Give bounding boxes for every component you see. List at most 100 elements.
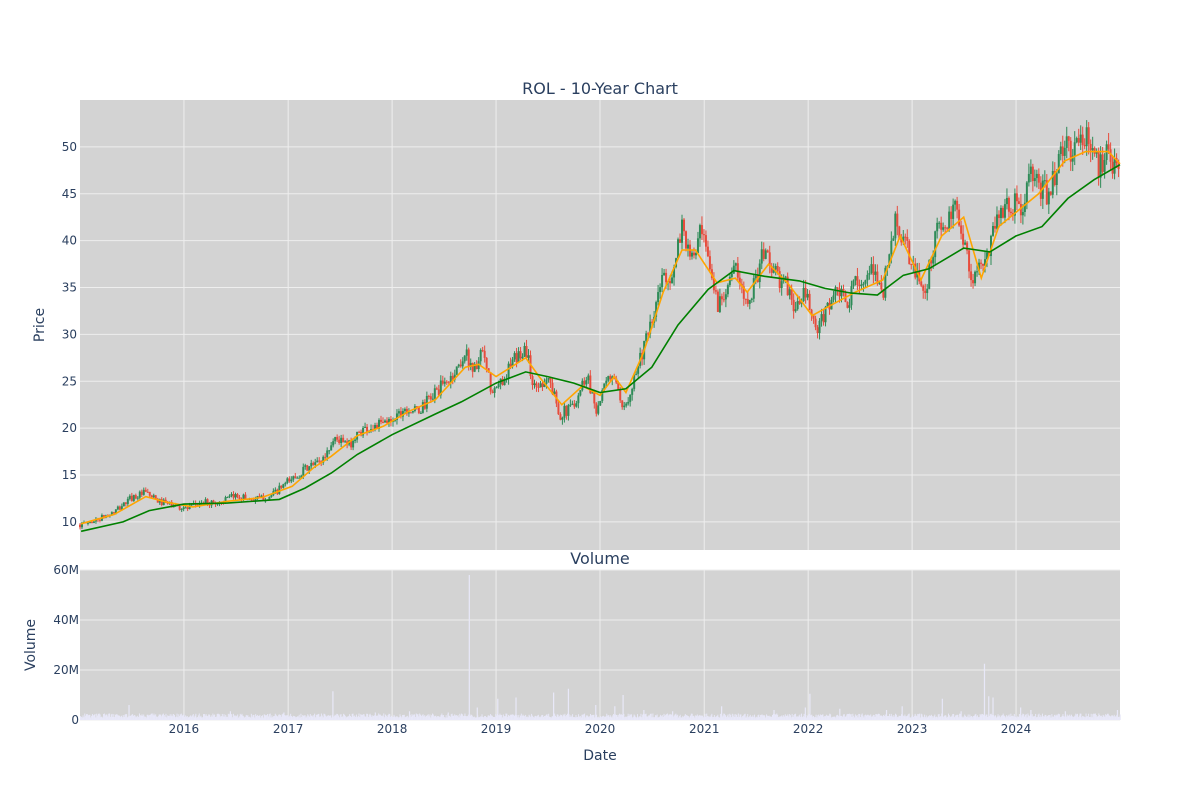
- candle-body: [744, 298, 747, 300]
- volume-bar: [735, 714, 737, 720]
- volume-bar: [1008, 714, 1010, 720]
- volume-bar: [195, 713, 197, 720]
- volume-bar: [822, 714, 824, 720]
- volume-bar: [923, 717, 925, 720]
- candle-body: [774, 266, 777, 270]
- candle-body: [649, 321, 652, 335]
- candle-body: [714, 290, 717, 292]
- volume-bar: [126, 714, 128, 720]
- volume-bar: [319, 716, 321, 720]
- volume-bar: [566, 714, 568, 720]
- volume-bar: [876, 714, 878, 720]
- volume-bar: [1000, 715, 1002, 720]
- volume-bar: [887, 716, 889, 720]
- candle-body: [822, 314, 825, 323]
- candle-body: [226, 497, 229, 499]
- volume-bar: [1041, 716, 1043, 720]
- volume-bar: [205, 714, 207, 720]
- volume-bar: [261, 715, 263, 720]
- volume-bar: [717, 714, 719, 720]
- volume-bar: [300, 713, 302, 720]
- volume-bar: [311, 715, 313, 720]
- candle-body: [376, 425, 379, 429]
- volume-bar: [393, 714, 395, 720]
- volume-bar: [490, 715, 492, 720]
- volume-bar: [256, 714, 258, 720]
- candle-body: [681, 219, 684, 243]
- volume-bar: [310, 715, 312, 720]
- x-tick-label: 2019: [481, 722, 512, 736]
- volume-bar: [665, 714, 667, 720]
- volume-bar: [789, 715, 791, 720]
- volume-bar: [608, 716, 610, 720]
- candle-body: [1025, 182, 1028, 203]
- volume-bar: [703, 716, 705, 720]
- volume-bar: [1090, 713, 1092, 720]
- volume-bar: [531, 713, 533, 720]
- volume-bar: [905, 716, 907, 720]
- volume-bar: [367, 713, 369, 720]
- candle-body: [834, 287, 837, 296]
- volume-bar: [251, 716, 253, 720]
- candle-body: [366, 426, 369, 433]
- candle-body: [521, 356, 524, 359]
- candle-body: [1021, 212, 1024, 216]
- volume-bar: [330, 715, 332, 720]
- volume-bar: [156, 717, 158, 720]
- volume-bar: [490, 714, 492, 720]
- price-y-tick-label: 20: [62, 421, 77, 435]
- candle-body: [278, 485, 281, 494]
- volume-bar: [190, 715, 192, 720]
- candle-body: [1017, 201, 1020, 204]
- x-tick-label: 2018: [377, 722, 408, 736]
- candle-body: [471, 362, 474, 372]
- volume-bar: [443, 717, 445, 720]
- candle-body: [936, 222, 939, 232]
- volume-bar: [141, 714, 143, 720]
- volume-bar: [801, 713, 803, 720]
- candle-body: [631, 388, 634, 395]
- volume-bar: [444, 717, 446, 720]
- volume-spike-bar: [804, 707, 806, 720]
- candle-body: [768, 252, 771, 266]
- volume-bar: [466, 716, 468, 720]
- volume-bar: [352, 713, 354, 720]
- volume-bar: [459, 713, 461, 720]
- volume-bar: [972, 715, 974, 720]
- volume-bar: [994, 716, 996, 720]
- volume-bar: [495, 714, 497, 720]
- volume-bar: [953, 717, 955, 720]
- candle-body: [1051, 170, 1054, 195]
- volume-bar: [209, 714, 211, 720]
- candle-body: [888, 254, 891, 267]
- volume-bar: [1086, 716, 1088, 720]
- candle-body: [982, 263, 985, 266]
- volume-bar: [973, 715, 975, 720]
- volume-bar: [534, 715, 536, 720]
- volume-bar: [175, 716, 177, 720]
- volume-bar: [487, 715, 489, 720]
- candle-body: [870, 264, 873, 274]
- candle-body: [607, 376, 610, 381]
- volume-bar: [797, 716, 799, 720]
- volume-bar: [304, 715, 306, 720]
- volume-bar: [983, 714, 985, 720]
- volume-bar: [942, 716, 944, 720]
- volume-bar: [742, 716, 744, 720]
- volume-bar: [710, 715, 712, 720]
- volume-bar: [1037, 714, 1039, 720]
- candle-body: [393, 420, 396, 422]
- volume-bar: [508, 715, 510, 720]
- volume-bar: [525, 716, 527, 720]
- volume-bar: [730, 717, 732, 720]
- volume-bar: [947, 713, 949, 720]
- candle-body: [599, 400, 602, 406]
- candle-body: [854, 276, 857, 281]
- volume-bar: [854, 714, 856, 720]
- volume-bar: [161, 716, 163, 720]
- volume-bar: [654, 717, 656, 720]
- volume-bar: [524, 716, 526, 720]
- volume-bar: [504, 716, 506, 720]
- candle-body: [974, 271, 977, 284]
- volume-bar: [767, 716, 769, 720]
